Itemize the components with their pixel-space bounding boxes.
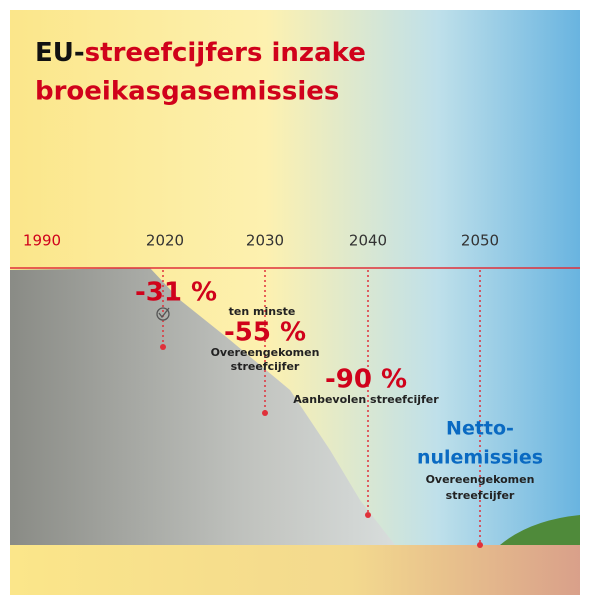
year: 2040 — [349, 232, 387, 250]
year: 1990 — [23, 232, 61, 250]
target-value: Netto- — [446, 418, 514, 440]
target-qualifier: ten minste — [229, 305, 296, 318]
target-value: nulemissies — [417, 447, 543, 469]
point — [160, 344, 166, 350]
title-line: broeikasgasemissies — [35, 77, 339, 107]
point — [477, 542, 483, 548]
point — [262, 410, 268, 416]
target-value: -55 % — [224, 318, 306, 348]
point — [365, 512, 371, 518]
target-note: Aanbevolen streefcijfer — [293, 393, 439, 406]
target-note: streefcijfer — [231, 360, 300, 373]
year: 2030 — [246, 232, 284, 250]
trees — [500, 515, 580, 545]
title-highlight: streefcijfers inzake — [85, 38, 366, 68]
target-note: Overeengekomen — [426, 473, 535, 486]
year: 2020 — [146, 232, 184, 250]
title: EU-streefcijfers inzake — [35, 38, 366, 68]
target-value: -90 % — [325, 365, 407, 395]
field — [10, 545, 580, 595]
target-note: Overeengekomen — [211, 346, 320, 359]
title-prefix: EU- — [35, 38, 85, 68]
year: 2050 — [461, 232, 499, 250]
target-value: -31 % — [135, 278, 217, 308]
check-icon — [156, 307, 170, 321]
target-note: streefcijfer — [446, 489, 515, 502]
smoke — [10, 268, 395, 545]
